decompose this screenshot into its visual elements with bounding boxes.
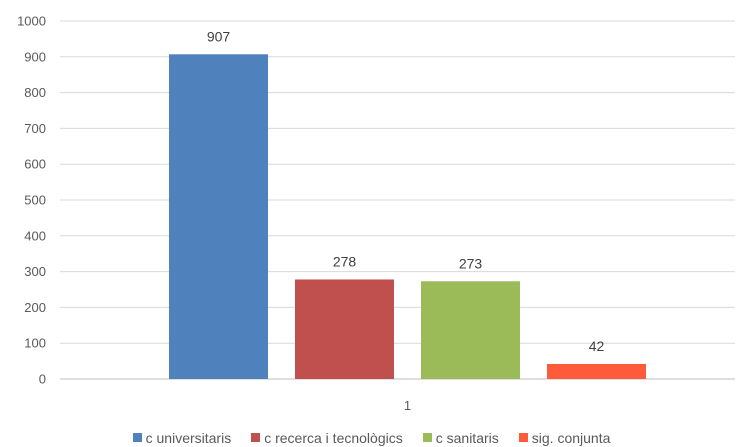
- y-tick-label: 800: [24, 85, 46, 100]
- legend-label: c sanitaris: [435, 429, 499, 446]
- y-tick-label: 100: [24, 336, 46, 351]
- y-tick-label: 200: [24, 300, 46, 315]
- gridlines: [60, 20, 735, 380]
- x-axis-category-label: 1: [404, 398, 411, 413]
- legend-item-c-recerca-i-tecnologics: c recerca i tecnològics: [251, 428, 403, 447]
- data-label: 278: [333, 253, 357, 269]
- y-tick-label: 0: [39, 372, 46, 387]
- legend-label: c universitaris: [145, 429, 232, 446]
- legend-label: sig. conjunta: [531, 429, 611, 446]
- bar-c-recerca-i-tecnol-gics: [295, 279, 394, 379]
- y-tick-label: 500: [24, 193, 46, 208]
- data-label: 907: [207, 28, 231, 44]
- data-label: 273: [459, 255, 483, 271]
- bar-c-universitaris: [169, 54, 268, 379]
- bar-c-sanitaris: [421, 281, 520, 379]
- legend-item-c-sanitaris: c sanitaris: [422, 428, 499, 447]
- y-tick-label: 700: [24, 121, 46, 136]
- legend-item-c-universitaris: c universitaris: [132, 428, 232, 447]
- legend-swatch: [422, 433, 432, 442]
- bars: [169, 54, 646, 379]
- data-label: 42: [589, 338, 605, 354]
- y-tick-label: 600: [24, 157, 46, 172]
- legend-swatch: [251, 433, 261, 442]
- bar-sig-conjunta: [547, 363, 646, 379]
- y-axis-tick-labels: 0 100 200 300 400 500 600 700 800 900 1000: [17, 14, 46, 387]
- legend-label: c recerca i tecnològics: [264, 429, 403, 446]
- data-labels: 907 278 273 42: [207, 28, 605, 354]
- legend-item-sig-conjunta: sig. conjunta: [518, 428, 611, 447]
- y-tick-label: 300: [24, 264, 46, 279]
- legend-swatch: [518, 433, 528, 442]
- y-tick-label: 400: [24, 228, 46, 243]
- legend: c universitaris c recerca i tecnològics …: [0, 428, 743, 447]
- y-tick-label: 900: [24, 49, 46, 64]
- legend-swatch: [132, 433, 142, 442]
- y-tick-label: 1000: [17, 14, 46, 29]
